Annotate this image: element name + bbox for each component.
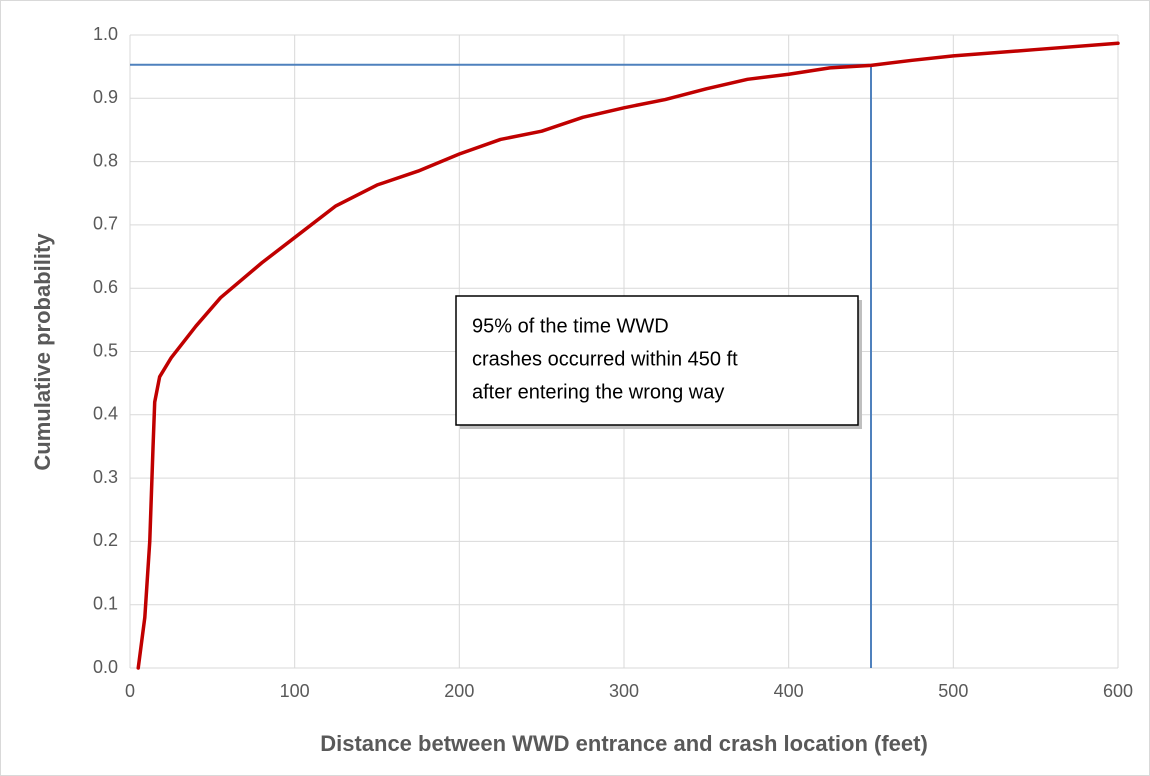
y-tick-label: 0.1 bbox=[93, 593, 118, 613]
x-tick-label: 400 bbox=[774, 681, 804, 701]
annotation-box bbox=[455, 295, 859, 426]
y-tick-label: 1.0 bbox=[93, 24, 118, 44]
y-tick-label: 0.5 bbox=[93, 340, 118, 360]
x-tick-label: 100 bbox=[280, 681, 310, 701]
x-tick-label: 300 bbox=[609, 681, 639, 701]
annotation-text: 95% of the time WWD bbox=[472, 315, 669, 337]
y-axis-label: Cumulative probability bbox=[30, 233, 55, 471]
y-tick-label: 0.9 bbox=[93, 87, 118, 107]
data-line bbox=[136, 41, 1120, 670]
x-tick-label: 200 bbox=[444, 681, 474, 701]
x-tick-label: 500 bbox=[938, 681, 968, 701]
annotation-text: after entering the wrong way bbox=[472, 381, 724, 403]
x-tick-label: 0 bbox=[125, 681, 135, 701]
x-tick-label: 600 bbox=[1103, 681, 1133, 701]
y-tick-label: 0.3 bbox=[93, 467, 118, 487]
y-tick-label: 0.4 bbox=[93, 404, 118, 424]
y-tick-label: 0.6 bbox=[93, 277, 118, 297]
y-tick-label: 0.8 bbox=[93, 150, 118, 170]
annotation-text: crashes occurred within 450 ft bbox=[472, 348, 738, 370]
x-axis-label: Distance between WWD entrance and crash … bbox=[320, 731, 928, 756]
y-tick-label: 0.7 bbox=[93, 214, 118, 234]
y-tick-label: 0.0 bbox=[93, 657, 118, 677]
y-tick-label: 0.2 bbox=[93, 530, 118, 550]
